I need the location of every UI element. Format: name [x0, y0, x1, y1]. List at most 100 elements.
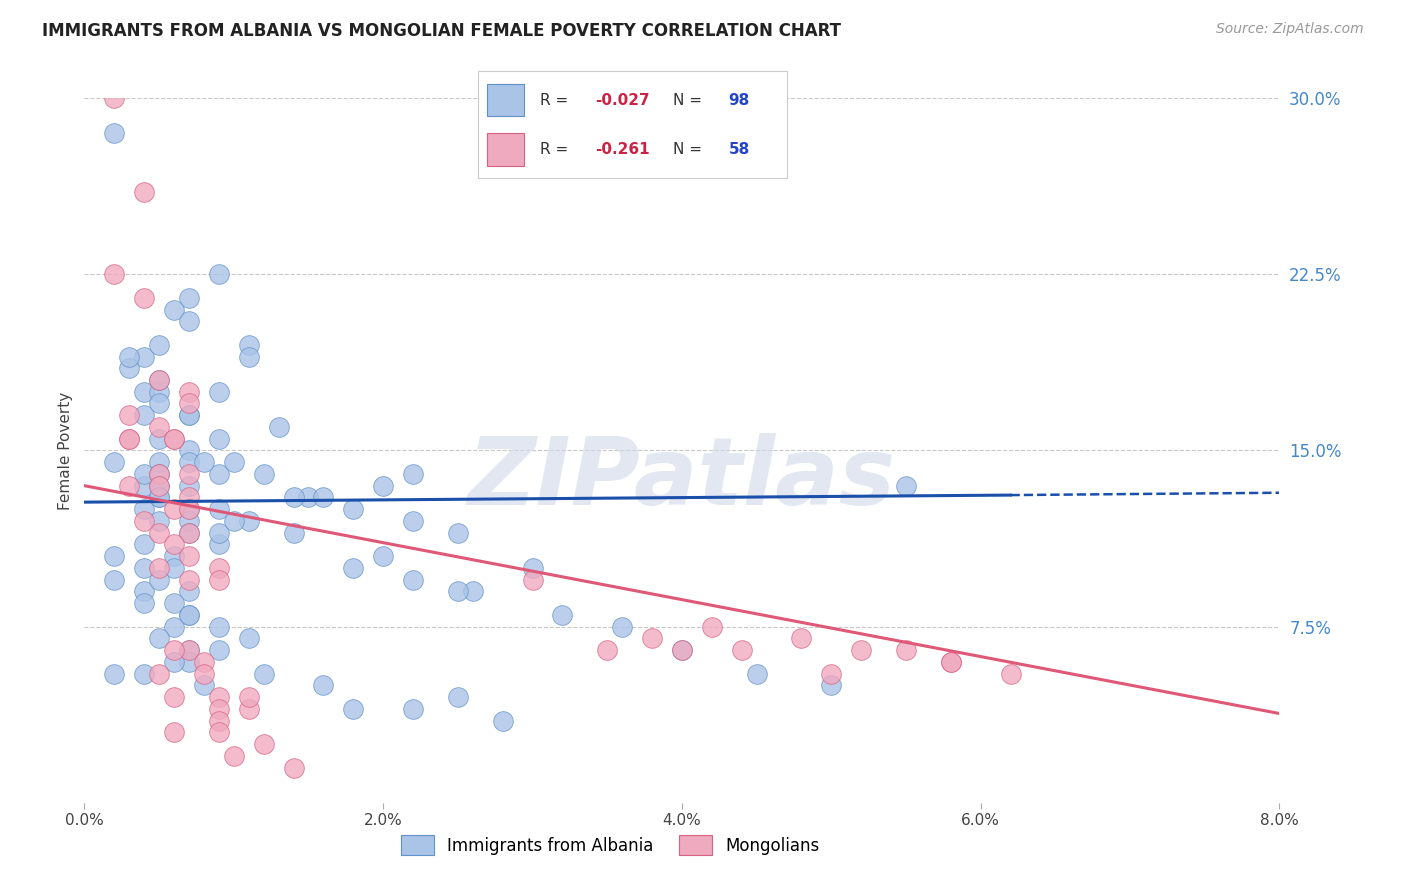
Point	[596, 643, 619, 657]
Point	[342, 702, 364, 716]
Point	[177, 467, 200, 481]
Point	[177, 643, 200, 657]
Point	[177, 643, 200, 657]
Point	[522, 561, 544, 575]
Point	[447, 525, 470, 540]
Point	[177, 491, 200, 505]
Text: -0.261: -0.261	[596, 142, 650, 157]
Point	[208, 643, 231, 657]
Point	[177, 584, 200, 599]
Point	[461, 584, 484, 599]
Point	[551, 607, 574, 622]
Point	[148, 478, 170, 492]
Point	[208, 573, 231, 587]
Point	[208, 561, 231, 575]
Point	[148, 514, 170, 528]
Point	[132, 584, 156, 599]
Point	[148, 467, 170, 481]
Point	[148, 491, 170, 505]
Point	[820, 666, 842, 681]
Point	[163, 690, 186, 705]
Point	[492, 714, 515, 728]
Point	[342, 561, 364, 575]
Point	[447, 690, 470, 705]
Point	[253, 467, 276, 481]
Point	[103, 455, 125, 469]
Point	[177, 384, 200, 399]
Y-axis label: Female Poverty: Female Poverty	[58, 392, 73, 509]
Point	[132, 596, 156, 610]
Point	[177, 502, 200, 516]
Point	[402, 702, 425, 716]
Point	[132, 384, 156, 399]
Point	[731, 643, 754, 657]
Point	[177, 502, 200, 516]
Point	[522, 573, 544, 587]
Point	[1000, 666, 1022, 681]
Point	[148, 373, 170, 387]
Point	[641, 632, 664, 646]
Point	[148, 491, 170, 505]
Point	[177, 455, 200, 469]
Point	[253, 737, 276, 751]
Point	[283, 491, 305, 505]
Point	[222, 455, 245, 469]
Point	[790, 632, 813, 646]
Point	[118, 350, 141, 364]
Point	[939, 655, 962, 669]
Point	[402, 573, 425, 587]
Point	[238, 632, 260, 646]
Point	[312, 491, 335, 505]
Point	[177, 396, 200, 410]
Text: N =: N =	[673, 93, 707, 108]
Point	[402, 514, 425, 528]
Point	[297, 491, 319, 505]
Point	[373, 478, 395, 492]
Point	[177, 573, 200, 587]
Point	[402, 467, 425, 481]
Point	[820, 678, 842, 692]
Point	[208, 690, 231, 705]
Point	[132, 291, 156, 305]
Point	[177, 607, 200, 622]
Point	[118, 432, 141, 446]
Text: 58: 58	[728, 142, 749, 157]
Text: 98: 98	[728, 93, 749, 108]
Legend: Immigrants from Albania, Mongolians: Immigrants from Albania, Mongolians	[394, 829, 827, 862]
Text: R =: R =	[540, 93, 574, 108]
Point	[193, 666, 215, 681]
Point	[208, 725, 231, 739]
Point	[163, 619, 186, 633]
Text: ZIPatlas: ZIPatlas	[468, 433, 896, 524]
Point	[208, 384, 231, 399]
Point	[148, 666, 170, 681]
Point	[177, 408, 200, 422]
Point	[132, 408, 156, 422]
Point	[342, 502, 364, 516]
Point	[132, 350, 156, 364]
Point	[238, 337, 260, 351]
Point	[447, 584, 470, 599]
Point	[132, 537, 156, 551]
Point	[208, 537, 231, 551]
Point	[208, 525, 231, 540]
Point	[177, 525, 200, 540]
Point	[193, 678, 215, 692]
Point	[208, 714, 231, 728]
Point	[163, 432, 186, 446]
Point	[267, 420, 290, 434]
Point	[118, 432, 141, 446]
Point	[671, 643, 693, 657]
Point	[163, 561, 186, 575]
Point	[132, 514, 156, 528]
Point	[238, 350, 260, 364]
Point	[208, 702, 231, 716]
Point	[177, 525, 200, 540]
Text: R =: R =	[540, 142, 574, 157]
Point	[132, 478, 156, 492]
Point	[177, 514, 200, 528]
Bar	[488, 84, 524, 116]
Point	[132, 467, 156, 481]
Point	[177, 408, 200, 422]
Point	[103, 666, 125, 681]
